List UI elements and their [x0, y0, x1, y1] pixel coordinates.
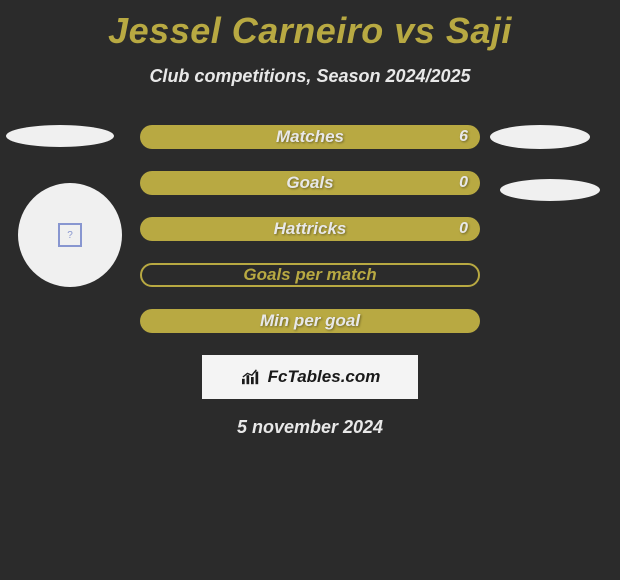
decoration-pill-right-1 — [490, 125, 590, 149]
stat-row-goals: Goals 0 — [140, 171, 480, 195]
page-subtitle: Club competitions, Season 2024/2025 — [0, 66, 620, 87]
stat-label: Min per goal — [260, 311, 360, 331]
stat-row-goals-per-match: Goals per match — [140, 263, 480, 287]
player-avatar-left: ? — [18, 183, 122, 287]
stat-rows-container: Matches 6 Goals 0 Hattricks 0 Goals per … — [140, 125, 480, 333]
content-area: ? Matches 6 Goals 0 Hattricks 0 Goals pe… — [0, 125, 620, 438]
watermark-text: FcTables.com — [268, 367, 381, 387]
watermark-badge: FcTables.com — [202, 355, 418, 399]
stat-label: Goals — [286, 173, 333, 193]
decoration-pill-left — [6, 125, 114, 147]
stat-value: 0 — [459, 220, 468, 238]
date-label: 5 november 2024 — [0, 417, 620, 438]
chart-icon — [240, 368, 262, 386]
stat-row-matches: Matches 6 — [140, 125, 480, 149]
stat-label: Matches — [276, 127, 344, 147]
stat-row-min-per-goal: Min per goal — [140, 309, 480, 333]
stat-value: 6 — [459, 128, 468, 146]
stat-row-hattricks: Hattricks 0 — [140, 217, 480, 241]
stat-label: Hattricks — [274, 219, 347, 239]
page-title: Jessel Carneiro vs Saji — [0, 0, 620, 52]
placeholder-icon: ? — [58, 223, 82, 247]
stat-label: Goals per match — [243, 265, 376, 285]
decoration-pill-right-2 — [500, 179, 600, 201]
stat-value: 0 — [459, 174, 468, 192]
